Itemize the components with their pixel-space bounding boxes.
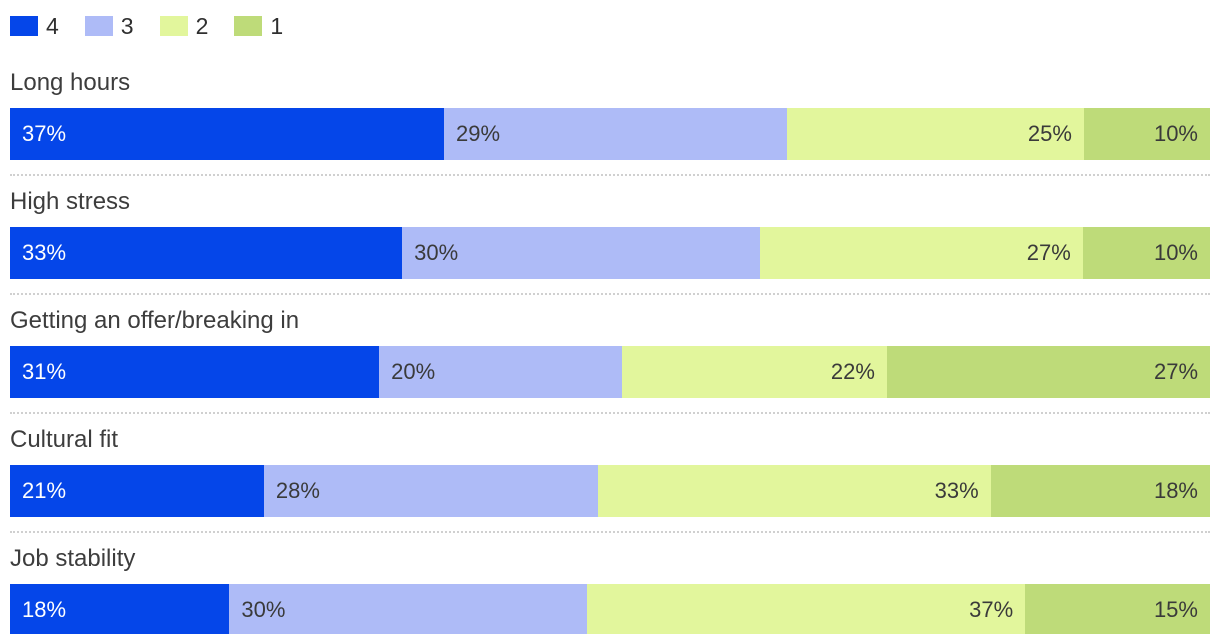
chart-rows: Long hours 37% 29% 25% 10% High stress 33% 30% 2… [10, 69, 1211, 634]
legend-item-2: 2 [159, 12, 209, 39]
bar-segment-2: 27% [759, 227, 1083, 279]
bar-segment-1: 15% [1025, 584, 1210, 634]
bar-segment-3: 20% [379, 346, 622, 398]
legend-item-4: 4 [10, 12, 59, 39]
row-divider [10, 293, 1210, 295]
stacked-bar: 18% 30% 37% 15% [10, 584, 1210, 634]
bar-segment-3: 29% [444, 108, 787, 160]
row-divider [10, 531, 1210, 533]
bar-segment-2: 22% [621, 346, 887, 398]
legend-label: 3 [120, 12, 134, 39]
legend-label: 1 [270, 12, 284, 39]
legend-item-3: 3 [84, 12, 134, 39]
legend-item-1: 1 [234, 12, 284, 39]
row-divider [10, 174, 1210, 176]
bar-segment-3: 28% [263, 465, 599, 517]
legend-swatch-icon [159, 16, 188, 36]
stacked-bar: 31% 20% 22% 27% [10, 346, 1211, 398]
chart-row: Job stability 18% 30% 37% 15% [10, 531, 1210, 634]
chart-row: Cultural fit 21% 28% 33% 18% [10, 412, 1210, 517]
chart-row: Long hours 37% 29% 25% 10% [10, 69, 1210, 160]
bar-segment-4: 21% [10, 465, 264, 517]
bar-segment-3: 30% [402, 227, 760, 279]
legend-swatch-icon [84, 16, 113, 36]
stacked-bar: 33% 30% 27% 10% [10, 227, 1210, 279]
category-label: Long hours [10, 69, 131, 96]
bar-segment-1: 10% [1083, 108, 1210, 160]
bar-segment-4: 31% [10, 346, 380, 398]
bar-segment-4: 18% [10, 584, 230, 634]
bar-segment-2: 25% [786, 108, 1084, 160]
bar-segment-1: 18% [990, 465, 1210, 517]
category-label: Cultural fit [10, 426, 119, 453]
bar-segment-4: 33% [10, 227, 403, 279]
legend-label: 4 [46, 12, 59, 39]
bar-segment-2: 33% [598, 465, 991, 517]
category-label: Job stability [10, 545, 136, 572]
legend-label: 2 [195, 12, 209, 39]
chart-legend: 4 3 2 1 [10, 0, 1210, 38]
stacked-bar: 37% 29% 25% 10% [10, 108, 1210, 160]
legend-swatch-icon [234, 16, 263, 36]
category-label: Getting an offer/breaking in [10, 307, 300, 334]
bar-segment-3: 30% [229, 584, 587, 634]
category-label: High stress [10, 188, 131, 215]
bar-segment-1: 10% [1082, 227, 1210, 279]
row-divider [10, 412, 1210, 414]
stacked-bar: 21% 28% 33% 18% [10, 465, 1210, 517]
bar-segment-2: 37% [586, 584, 1026, 634]
bar-segment-1: 27% [886, 346, 1211, 398]
bar-segment-4: 37% [10, 108, 445, 160]
chart-row: Getting an offer/breaking in 31% 20% 22% 27% [10, 293, 1211, 398]
chart-row: High stress 33% 30% 27% 10% [10, 174, 1210, 279]
legend-swatch-icon [10, 16, 38, 36]
